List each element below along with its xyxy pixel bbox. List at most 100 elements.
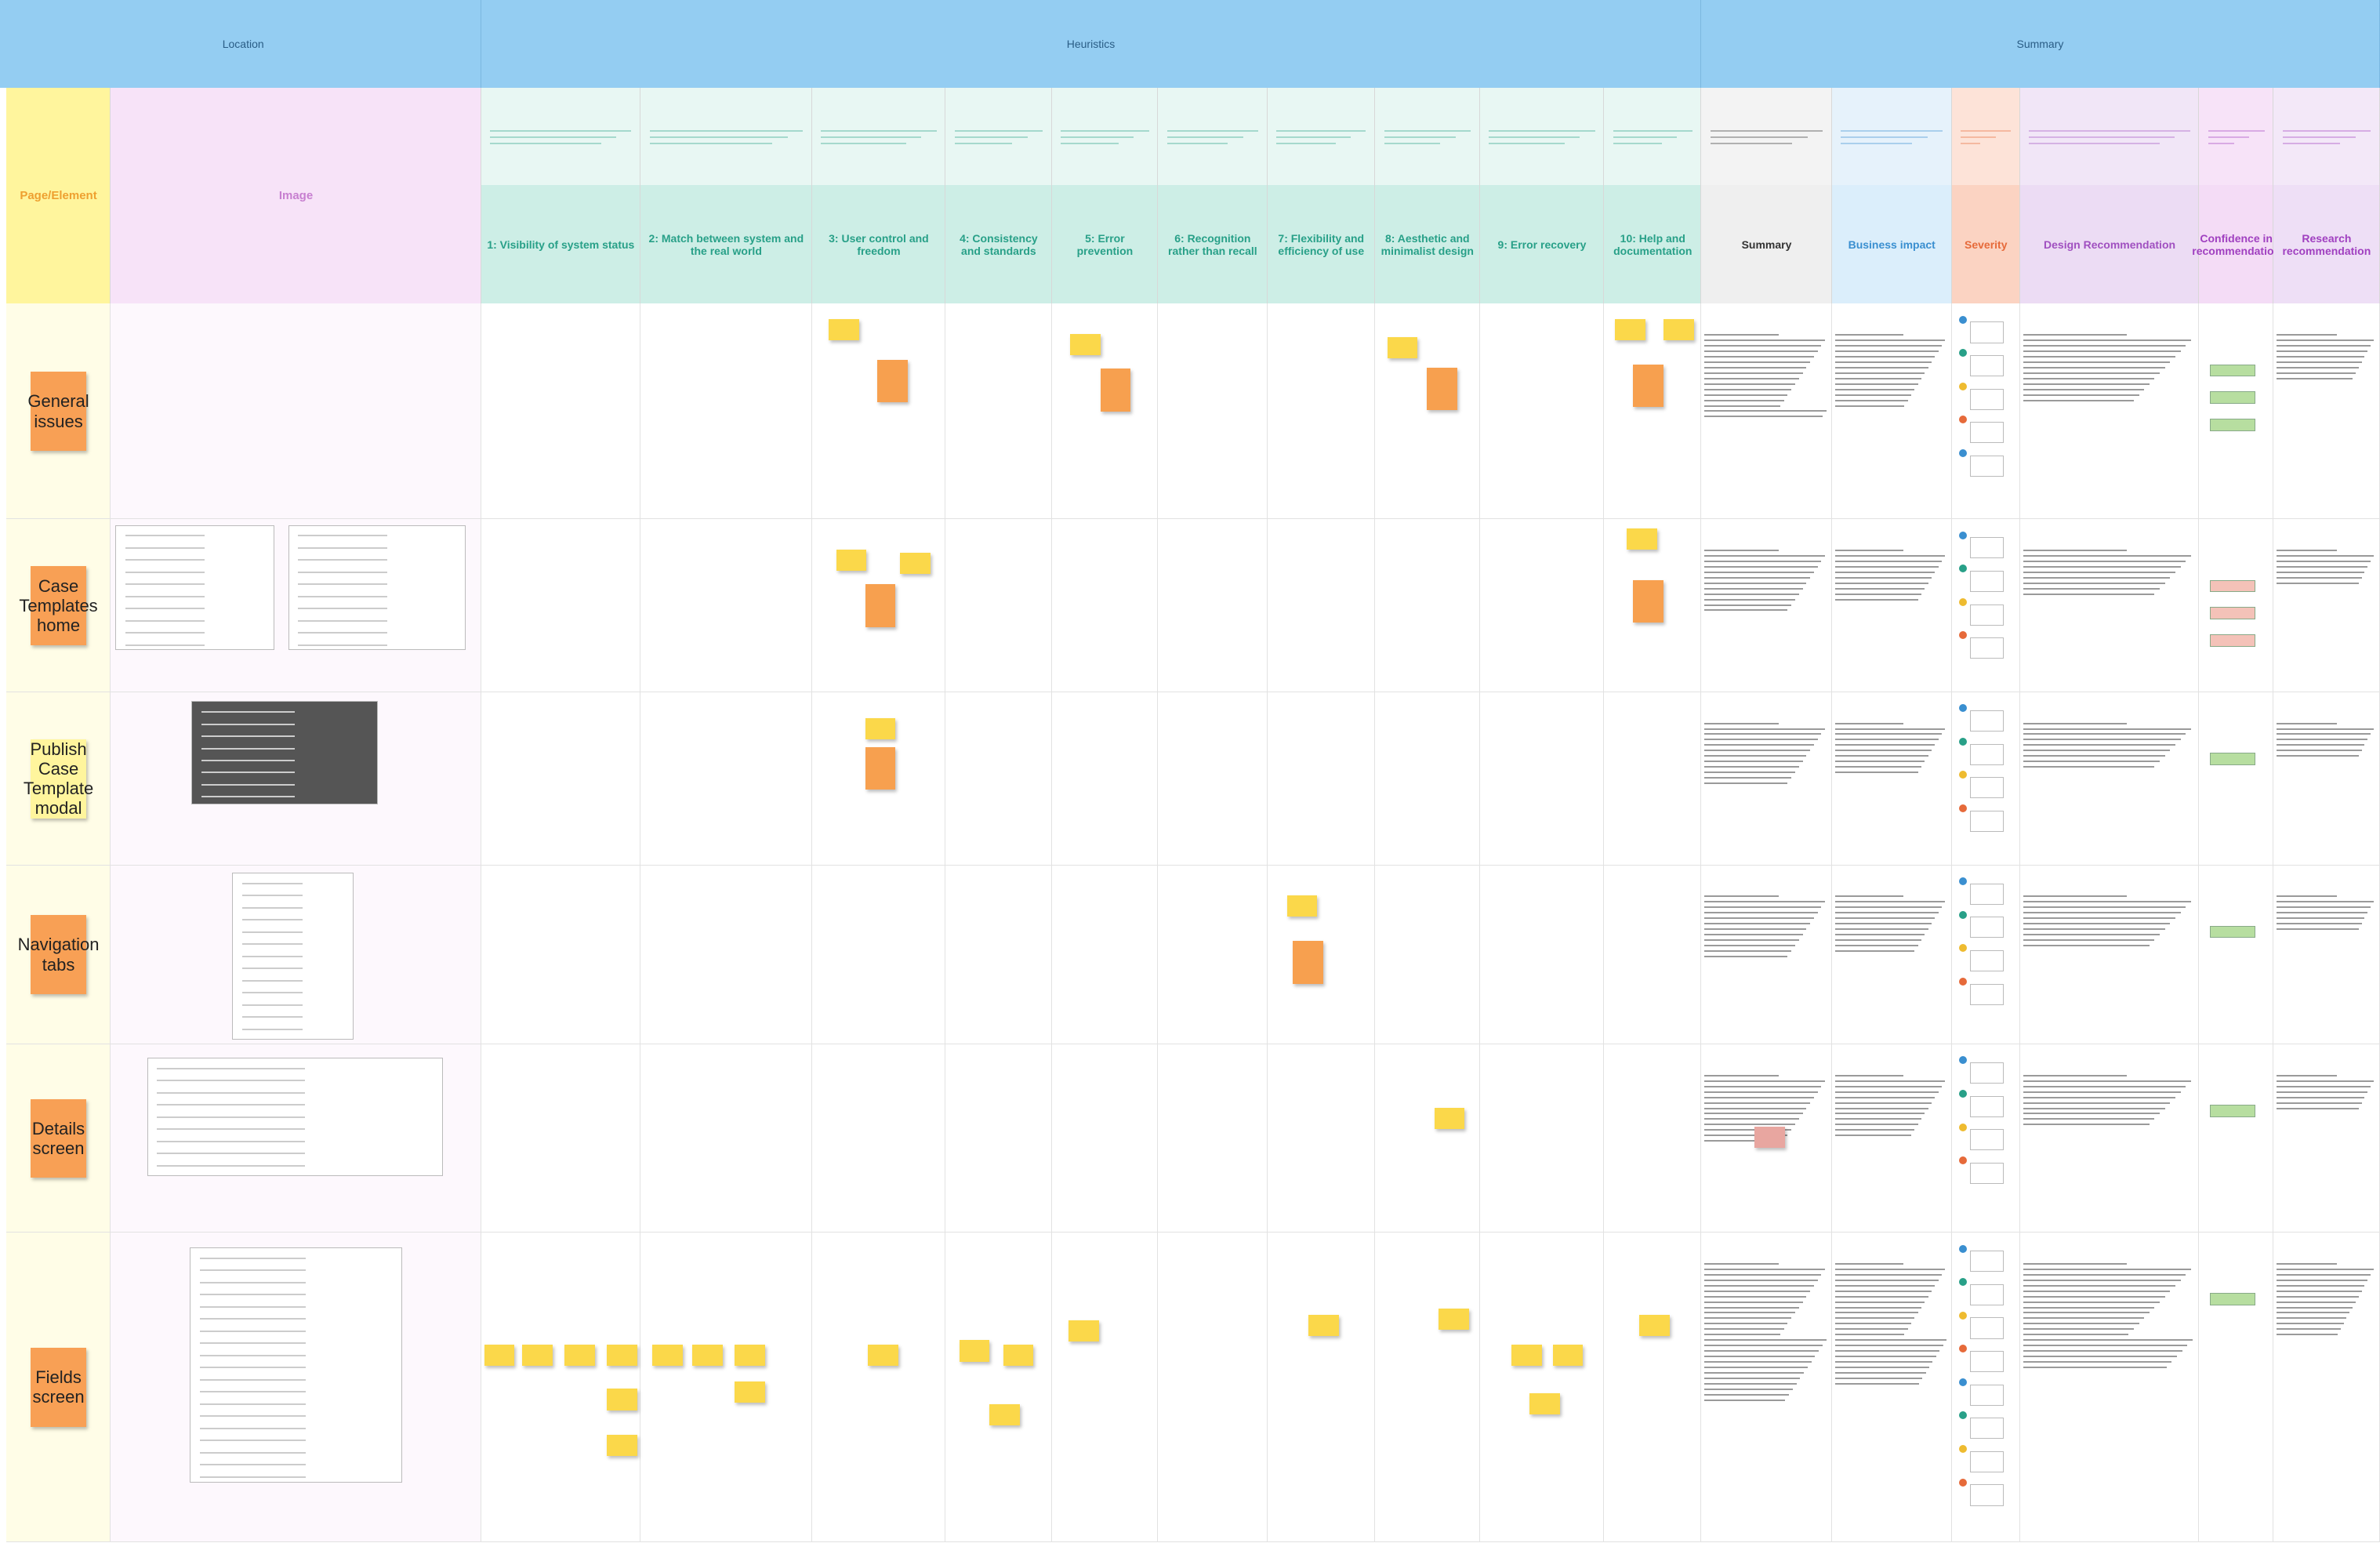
sticky-note [865,717,896,739]
text-line [2277,744,2365,746]
text-line [2277,560,2371,562]
confidence-tag [2209,391,2255,404]
sticky-note [564,1345,595,1367]
description-line [821,142,906,144]
text-line [1834,1367,1930,1369]
text-line [1834,1306,1921,1309]
cell [2019,1233,2200,1542]
text-line [1704,1312,1795,1314]
row-label-sticky: Case Templates home [19,566,98,645]
severity-dot [1959,416,1968,424]
severity-dot [1959,1244,1968,1253]
severity-box [1969,949,2004,972]
header-band-title [2019,185,2200,304]
text-line [1704,1113,1803,1115]
text-line [2277,1074,2337,1076]
text-line [1834,1323,1911,1325]
text-line [1704,405,1780,407]
confidence-tag [2209,753,2255,765]
text-line [1704,1096,1814,1098]
screenshot-line [201,783,295,786]
text-line [1834,949,1915,952]
description-line [1841,130,1943,133]
text-line [1704,944,1795,946]
text-line [2277,1102,2362,1104]
text-line [2277,571,2365,573]
text-line [2277,344,2371,347]
text-line [1834,1284,1936,1287]
cell [481,865,640,1044]
text-line [2023,355,2175,358]
screenshot-line [241,943,303,946]
cell [2273,692,2380,866]
text-line [2277,1290,2362,1292]
description-line [1613,136,1678,139]
text-line [1834,372,1925,374]
header-band-title [1158,185,1268,304]
text-line [2277,755,2359,757]
severity-dot [1959,631,1968,640]
text-line [1834,912,1939,914]
screenshot-line [199,1415,307,1418]
text-line [2023,1118,2155,1120]
text-line [1704,565,1818,568]
text-line [1834,598,1918,601]
screenshot-line [199,1367,307,1369]
text-line [2277,739,2368,741]
cell [945,865,1052,1044]
text-line [2023,377,2155,379]
sticky-note [607,1434,638,1456]
cell [1831,1233,1952,1542]
cell [2199,692,2274,866]
severity-box [1969,1162,2004,1185]
sticky-note [1552,1345,1584,1367]
text-line [1704,604,1792,606]
screenshot-line [241,955,303,957]
text-line [1834,1334,1905,1336]
text-line [1704,1284,1814,1287]
text-line [1704,1262,1780,1265]
cell [1375,1233,1480,1542]
text-line [1834,901,1946,903]
sticky-note [652,1345,684,1367]
text-line [1704,895,1780,898]
text-line [1704,1118,1799,1120]
severity-box [1969,1129,2004,1151]
text-line [2023,1323,2139,1325]
screenshot-line [199,1281,307,1283]
screenshot-line [241,895,303,897]
sticky-note [865,584,896,627]
text-line [2023,1107,2165,1109]
screenshot-line [241,931,303,933]
cell [481,1233,640,1542]
text-line [2023,923,2171,925]
row-label-sticky: Fields screen [30,1348,87,1427]
text-line [2277,576,2362,579]
text-line [1704,377,1799,379]
text-line [1704,1317,1792,1320]
text-line [2277,1085,2371,1087]
text-line [1834,361,1932,363]
text-line [1704,383,1795,385]
description-line [1961,142,1981,144]
text-line [2277,895,2337,898]
text-line [1704,912,1818,914]
description-line [649,142,773,144]
sticky-note [1529,1393,1561,1415]
description-line [1384,136,1456,139]
row-label-sticky: Navigation tabs [18,915,100,995]
text-line [1834,1345,1943,1347]
severity-box [1969,1450,2004,1472]
text-line [1834,1135,1911,1137]
severity-dot [1959,804,1968,813]
text-line [1834,928,1928,931]
cell [2019,303,2200,520]
text-line [1834,1356,1936,1358]
text-line [1834,772,1918,774]
text-line [1704,777,1792,779]
cell [1479,519,1605,692]
screenshot-line [298,583,387,586]
text-line [1834,388,1915,390]
text-line [1834,560,1943,562]
screenshot-line [241,1028,303,1030]
